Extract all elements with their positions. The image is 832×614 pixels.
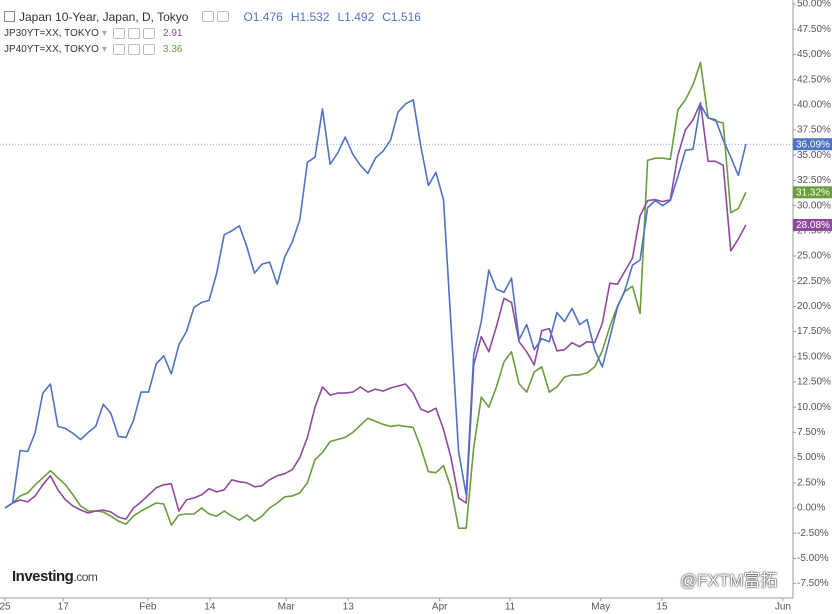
logo: Investing.com [12,568,98,585]
y-tick-label: 32.50% [797,175,831,186]
y-tick-label: 40.00% [797,99,831,110]
y-tick-label: 5.00% [797,452,825,463]
ohlc-label: H [290,9,300,24]
line-series [4,61,747,529]
ohlc-label: C [382,9,391,24]
legend-row: JP30YT=XX, TOKYO ▾ 2.91 [4,27,183,39]
y-tick-label: 37.50% [797,125,831,136]
x-tick-label: Mar [278,602,296,613]
ohlc-value: 1.492 [344,9,375,24]
y-tick-label: 0.00% [797,503,825,514]
y-tick-label: 10.00% [797,402,831,413]
icon[interactable] [127,27,140,39]
legend-title: Japan 10-Year, Japan, D, Tokyo [19,9,189,24]
logo-suffix: .com [73,570,98,584]
x-tick-label: May [591,602,610,613]
y-tick-label: 35.00% [797,150,831,161]
ohlc-value: 1.516 [390,9,421,24]
icon[interactable] [112,27,125,39]
legend-row: JP40YT=XX, TOKYO ▾ 3.36 [4,43,183,55]
icon[interactable] [127,43,140,55]
legend-main: Japan 10-Year, Japan, D, Tokyo O1.476 H1.… [4,8,421,25]
x-tick-label: 14 [204,602,216,613]
logo-brand: Investing [12,568,74,585]
end-tag-label: 28.08% [796,220,830,231]
y-tick-label: 15.00% [797,351,831,362]
y-tick-label: 7.50% [797,427,825,438]
y-tick-label: -2.50% [797,528,829,539]
x-tick-label: Jun [775,602,791,613]
end-tag: 31.32% [793,186,832,198]
ohlc-label: L [337,9,345,24]
line-series [4,102,747,520]
y-tick-label: 30.00% [797,200,831,211]
icon[interactable] [112,43,125,55]
watermark: @FXTM富拓 [680,571,778,590]
collapse-icon[interactable] [4,11,15,22]
y-tick-label: 2.50% [797,477,825,488]
y-tick-label: 42.50% [797,74,831,85]
x-tick-label: 25 [0,602,11,613]
legend-label: JP40YT=XX, TOKYO [4,43,99,55]
y-tick-label: 22.50% [797,276,831,287]
y-tick-label: 12.50% [797,377,831,388]
end-tag-box [793,138,832,151]
x-tick-label: 13 [343,602,355,613]
ohlc-value: 1.476 [252,9,283,24]
x-tick-label: Apr [432,602,448,613]
end-tag-box [793,218,832,231]
legend-label: JP30YT=XX, TOKYO [4,27,99,39]
x-tick-label: 17 [58,602,70,613]
ohlc: O1.476 H1.532 L1.492 C1.516 [235,10,421,24]
end-tag-label: 31.32% [796,187,830,198]
end-tag-box [793,186,832,199]
y-tick-label: 45.00% [797,49,831,60]
legend-value: 3.36 [162,43,183,55]
y-tick-label: 17.50% [797,326,831,337]
x-tick-label: Feb [139,602,157,613]
y-tick-label: -7.50% [797,578,829,589]
y-tick-label: 47.50% [797,24,831,35]
line-series [4,99,747,509]
icon[interactable] [142,27,155,39]
y-tick-label: 50.00% [797,0,831,10]
end-tag: 28.08% [793,218,832,231]
legend: Japan 10-Year, Japan, D, Tokyo O1.476 H1.… [4,8,421,57]
legend-value: 2.91 [162,27,183,39]
y-tick-label: 20.00% [797,301,831,312]
icon[interactable] [202,11,215,22]
ohlc-label: O [243,9,253,24]
y-tick-label: -5.00% [797,553,829,564]
y-tick-label: 25.00% [797,251,831,262]
icon[interactable] [142,43,155,55]
end-tag: 36.09% [793,138,832,150]
x-tick-label: 11 [505,602,516,613]
x-tick-label: 15 [656,602,668,613]
ohlc-value: 1.532 [299,9,330,24]
end-tag-label: 36.09% [796,139,830,150]
icon[interactable] [217,11,230,22]
